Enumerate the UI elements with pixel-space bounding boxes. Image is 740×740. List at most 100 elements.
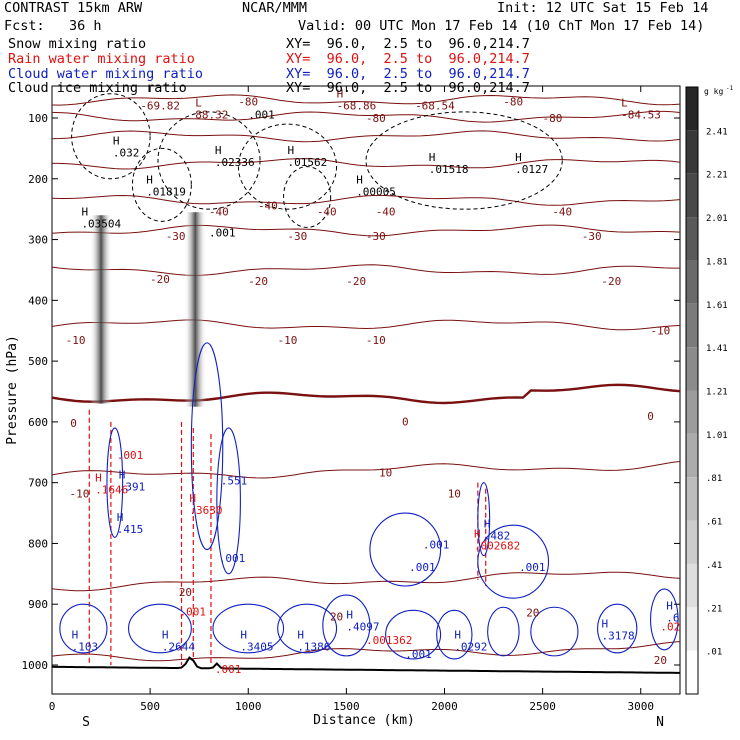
x-tick-label: 500 <box>140 700 160 713</box>
extremum-value: .415 <box>117 523 144 536</box>
colorbar-tick-label: .01 <box>706 648 722 658</box>
extremum-value: .482 <box>484 529 511 542</box>
extremum-value: .001 <box>219 552 246 565</box>
extremum-mark: H <box>146 173 153 186</box>
extremum-mark: H <box>602 618 609 631</box>
field-cloudwater-name: Cloud water mixing ratio <box>8 66 204 82</box>
temperature-contour-label: -80 <box>366 112 386 125</box>
isotherm-line <box>52 130 680 143</box>
cloud-water-contour <box>190 342 224 551</box>
colorbar-tick-label: 2.41 <box>706 127 728 137</box>
colorbar-tick-label: .81 <box>706 474 722 484</box>
model-title: CONTRAST 15km ARW <box>4 0 143 16</box>
extremum-value: -84.53 <box>621 109 661 122</box>
temperature-contour-label: -40 <box>258 200 278 213</box>
endpoint-right-label: N <box>656 715 664 730</box>
y-axis-label: Pressure (hPa) <box>5 335 20 445</box>
colorbar-tick-label: .61 <box>706 518 722 528</box>
y-tick-label: 800 <box>28 537 48 550</box>
cloud-water-contour <box>369 512 442 587</box>
extremum-mark: H <box>288 144 295 157</box>
extremum-mark: H <box>113 134 120 147</box>
temperature-contour-label: -10 <box>650 325 670 338</box>
extremum-mark: H <box>215 144 222 157</box>
colorbar-tick-label: 1.21 <box>706 388 728 398</box>
colorbar-swatch <box>686 217 698 261</box>
cloud-water-contour <box>650 588 679 651</box>
extremum-value: .01518 <box>429 163 469 176</box>
extremum-value: -69.82 <box>140 100 180 113</box>
extremum-mark: H <box>240 629 247 642</box>
y-tick-label: 500 <box>28 355 48 368</box>
cloud-water-contour <box>385 609 442 660</box>
cloud-ice-column <box>184 212 207 407</box>
extremum-mark: H <box>515 151 522 164</box>
x-tick-label: 2500 <box>529 700 556 713</box>
colorbar-swatch <box>686 520 698 564</box>
cloud-water-contour <box>277 603 338 654</box>
isotherm-line <box>52 461 680 479</box>
x-tick-label: 2000 <box>431 700 458 713</box>
temperature-contour-label: 0 <box>402 415 409 428</box>
extremum-value: .001 <box>215 663 242 676</box>
cloud-water-contour <box>487 606 520 657</box>
extremum-mark: H <box>666 599 673 612</box>
extremum-value: .001 <box>405 648 432 661</box>
extremum-value: .001 <box>409 561 436 574</box>
center-label: NCAR/MMM <box>242 0 308 16</box>
extremum-mark: H <box>95 472 102 485</box>
isotherm-line <box>52 571 680 592</box>
colorbar-unit: g kg <box>704 87 723 96</box>
snow-contour <box>131 147 192 222</box>
field-snow-name: Snow mixing ratio <box>8 36 147 52</box>
temperature-contour-label: 20 <box>654 654 667 667</box>
y-tick-label: 600 <box>28 416 48 429</box>
extremum-value: .001 <box>519 561 546 574</box>
temperature-contour-label: -10 <box>70 488 90 501</box>
x-axis-label: Distance (km) <box>313 713 415 728</box>
colorbar-swatch <box>686 130 698 174</box>
colorbar-unit-exponent: -1 <box>726 85 734 92</box>
extremum-mark: H <box>297 629 304 642</box>
snow-contour <box>283 166 332 228</box>
y-tick-label: 200 <box>28 173 48 186</box>
isotherm-line <box>52 110 680 123</box>
extremum-value: .01562 <box>288 156 328 169</box>
x-tick-label: 3000 <box>628 700 655 713</box>
colorbar-tick-label: 1.41 <box>706 344 728 354</box>
colorbar-border <box>685 86 699 695</box>
colorbar-swatch <box>686 650 698 694</box>
colorbar-swatch <box>686 303 698 348</box>
cloud-water-contour <box>59 603 108 654</box>
extremum-mark: H <box>346 608 353 621</box>
extremum-value: .032 <box>113 146 139 159</box>
cloud-water-contour <box>436 609 473 660</box>
extremum-value: .551 <box>221 475 248 488</box>
extremum-mark: H <box>117 511 124 524</box>
field-rain-xy: XY= 96.0, 2.5 to 96.0,214.7 <box>286 51 530 67</box>
snow-contour <box>71 93 151 180</box>
extremum-mark: H <box>356 173 363 186</box>
temperature-contour-label: 20 <box>526 607 539 620</box>
x-tick-label: 1500 <box>333 700 360 713</box>
extremum-value: .001 <box>117 449 144 462</box>
x-tick-label: 1000 <box>235 700 262 713</box>
temperature-contour-label: -20 <box>346 275 366 288</box>
temperature-contour-label: -80 <box>543 112 563 125</box>
extremum-mark: H <box>337 88 344 101</box>
temperature-contour-label: -10 <box>366 334 386 347</box>
colorbar-tick-label: 1.01 <box>706 431 728 441</box>
extremum-value: .0292 <box>454 641 487 654</box>
temperature-contour-label: -30 <box>582 230 602 243</box>
y-tick-label: 700 <box>28 477 48 490</box>
isotherm-line <box>52 319 680 331</box>
colorbar-swatch <box>686 260 698 304</box>
extremum-mark: H <box>162 629 169 642</box>
isotherm-line <box>52 194 680 206</box>
colorbar-tick-label: 2.21 <box>706 171 728 181</box>
temperature-contour-label: 20 <box>330 610 343 623</box>
temperature-contour-label: -40 <box>376 206 396 219</box>
extremum-value: .00005 <box>356 185 396 198</box>
extremum-value: -68.54 <box>415 100 455 113</box>
